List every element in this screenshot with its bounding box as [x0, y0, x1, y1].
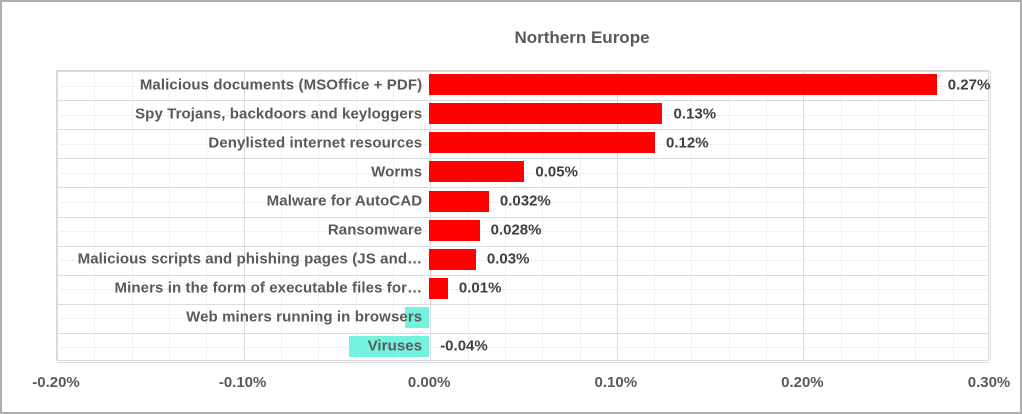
major-gridline-vertical [243, 71, 245, 360]
minor-gridline-horizontal [57, 260, 988, 262]
minor-gridline-vertical [654, 71, 656, 360]
value-label: 0.028% [490, 221, 542, 239]
major-gridline-vertical [990, 71, 991, 360]
minor-gridline-vertical [355, 71, 357, 360]
minor-gridline-vertical [728, 71, 730, 360]
minor-gridline-horizontal [57, 347, 988, 349]
category-label: Malware for AutoCAD [266, 192, 423, 210]
major-gridline-horizontal [57, 303, 988, 305]
major-gridline-horizontal [57, 187, 988, 189]
major-gridline-vertical [803, 71, 805, 360]
value-label: 0.27% [947, 76, 991, 93]
category-label: Worms [371, 163, 423, 181]
value-label: 0.05% [535, 163, 578, 181]
minor-gridline-horizontal [57, 202, 988, 203]
major-gridline-vertical [57, 71, 58, 360]
major-gridline-horizontal [57, 274, 988, 276]
data-bar [429, 161, 525, 183]
minor-gridline-vertical [766, 71, 768, 360]
minor-gridline-horizontal [57, 231, 988, 233]
value-label: -0.04% [440, 337, 488, 355]
major-gridline-horizontal [57, 100, 988, 102]
data-bar [429, 248, 476, 270]
category-label: Malicious documents (MSOffice + PDF) [139, 76, 423, 93]
minor-gridline-horizontal [57, 289, 988, 291]
major-gridline-vertical [430, 71, 432, 360]
data-bar [429, 132, 655, 154]
x-axis-tick-label: 0.10% [594, 374, 638, 391]
category-label: Miners in the form of executable files f… [114, 279, 423, 297]
major-gridline-horizontal [57, 158, 988, 160]
major-gridline-vertical [616, 71, 618, 360]
data-bar [429, 74, 937, 95]
minor-gridline-vertical [840, 71, 842, 360]
major-gridline-horizontal [57, 362, 988, 363]
category-label: Malicious scripts and phishing pages (JS… [77, 250, 423, 268]
category-label: Viruses [367, 337, 423, 355]
x-axis-tick-label: 0.30% [967, 374, 1011, 391]
data-bar [429, 219, 480, 241]
minor-gridline-vertical [952, 71, 954, 360]
major-gridline-horizontal [57, 129, 988, 131]
value-label: 0.12% [666, 134, 709, 152]
category-label: Ransomware [327, 221, 423, 239]
x-axis-tick-label: 0.20% [781, 374, 824, 391]
minor-gridline-vertical [94, 71, 96, 360]
value-label: 0.01% [458, 279, 502, 297]
minor-gridline-vertical [915, 71, 917, 360]
data-bar [429, 277, 448, 299]
data-bar [429, 190, 489, 212]
minor-gridline-horizontal [57, 318, 988, 320]
major-gridline-horizontal [57, 71, 988, 72]
minor-gridline-vertical [542, 71, 544, 360]
major-gridline-horizontal [57, 245, 988, 247]
minor-gridline-vertical [504, 71, 506, 360]
minor-gridline-vertical [878, 71, 879, 360]
minor-gridline-vertical [392, 71, 394, 360]
x-axis-tick-label: 0.00% [407, 374, 451, 391]
minor-gridline-vertical [280, 71, 282, 360]
minor-gridline-vertical [691, 71, 693, 360]
minor-gridline-vertical [206, 71, 208, 360]
minor-gridline-vertical [318, 71, 320, 360]
value-label: 0.032% [499, 192, 551, 210]
category-label: Spy Trojans, backdoors and keyloggers [135, 105, 423, 123]
chart-title: Northern Europe [514, 28, 650, 47]
data-bar [349, 335, 430, 357]
value-label: 0.03% [486, 250, 530, 268]
major-gridline-horizontal [57, 216, 988, 218]
x-axis-tick-label: -0.20% [32, 374, 80, 391]
minor-gridline-vertical [169, 71, 170, 360]
category-label: Denylisted internet resources [208, 134, 423, 152]
x-axis-tick-label: -0.10% [218, 374, 267, 391]
data-bar [404, 306, 430, 328]
data-bar [429, 103, 663, 125]
value-label: 0.13% [673, 105, 717, 123]
minor-gridline-vertical [579, 71, 581, 360]
major-gridline-horizontal [57, 332, 988, 334]
minor-gridline-vertical [131, 71, 133, 360]
minor-gridline-vertical [467, 71, 469, 360]
category-label: Web miners running in browsers [186, 308, 423, 326]
